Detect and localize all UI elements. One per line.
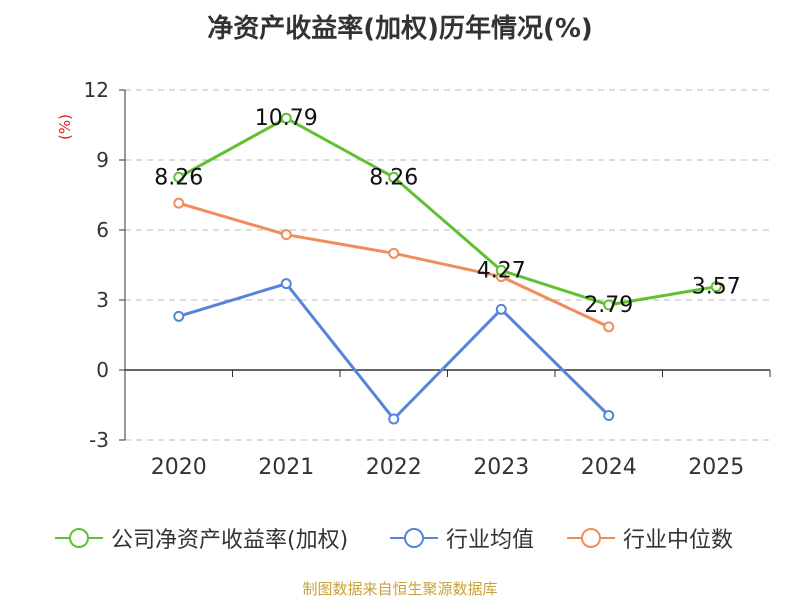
data-point bbox=[388, 413, 400, 425]
y-tick-label: 0 bbox=[96, 358, 109, 382]
data-point bbox=[280, 229, 292, 241]
legend-item-industry-median[interactable]: 行业中位数 bbox=[567, 518, 733, 558]
legend-blue-line-icon bbox=[390, 528, 438, 548]
x-tick-label: 2021 bbox=[258, 455, 314, 480]
data-label: 3.57 bbox=[692, 275, 741, 300]
x-tick-label: 2020 bbox=[151, 455, 207, 480]
y-tick-label: -3 bbox=[89, 428, 109, 452]
series-lines bbox=[173, 112, 722, 425]
axes: -3 0 3 6 9 12 2020 2021 2022 2023 2024 2025 bbox=[84, 78, 771, 480]
data-label: 8.26 bbox=[154, 165, 203, 190]
x-tick-label: 2025 bbox=[688, 455, 744, 480]
data-label: 10.79 bbox=[255, 106, 318, 131]
data-label: 2.79 bbox=[584, 293, 633, 318]
x-tick-label: 2022 bbox=[366, 455, 422, 480]
data-point bbox=[495, 264, 507, 276]
data-point bbox=[280, 112, 292, 124]
legend-label-industry-mean: 行业均值 bbox=[446, 528, 535, 553]
data-point bbox=[495, 303, 507, 315]
data-point bbox=[173, 171, 185, 183]
legend-item-industry-mean[interactable]: 行业均值 bbox=[390, 518, 534, 558]
data-point bbox=[173, 310, 185, 322]
legend: 公司净资产收益率(加权) 行业均值 行业中位数 bbox=[0, 518, 800, 558]
data-point bbox=[603, 321, 615, 333]
data-label: 8.26 bbox=[369, 165, 418, 190]
legend-item-company[interactable]: 公司净资产收益率(加权) bbox=[55, 518, 348, 558]
data-point bbox=[388, 171, 400, 183]
legend-orange-line-icon bbox=[567, 528, 615, 548]
x-tick-label: 2023 bbox=[473, 455, 529, 480]
series-line-0 bbox=[178, 116, 717, 307]
data-point bbox=[173, 197, 185, 209]
data-source-note: 制图数据来自恒生聚源数据库 bbox=[302, 580, 498, 598]
legend-label-industry-median: 行业中位数 bbox=[623, 528, 734, 553]
data-point bbox=[388, 247, 400, 259]
data-point bbox=[710, 281, 722, 293]
x-tick-label: 2024 bbox=[581, 455, 637, 480]
data-point bbox=[280, 278, 292, 290]
chart-title: 净资产收益率(加权)历年情况(%) bbox=[207, 14, 593, 44]
series-line-2 bbox=[178, 201, 610, 329]
y-tick-label: 6 bbox=[96, 218, 109, 242]
grid-lines bbox=[125, 89, 770, 441]
legend-label-company: 公司净资产收益率(加权) bbox=[111, 528, 349, 553]
data-point bbox=[603, 299, 615, 311]
data-label: 4.27 bbox=[477, 258, 526, 283]
y-tick-label: 3 bbox=[96, 288, 109, 312]
y-tick-label: 9 bbox=[96, 148, 109, 172]
data-labels: 8.26 10.79 8.26 4.27 2.79 3.57 bbox=[154, 106, 740, 318]
y-tick-label: 12 bbox=[84, 78, 109, 102]
series-line-1 bbox=[178, 282, 610, 421]
data-point bbox=[603, 410, 615, 421]
legend-green-line-icon bbox=[55, 528, 103, 548]
